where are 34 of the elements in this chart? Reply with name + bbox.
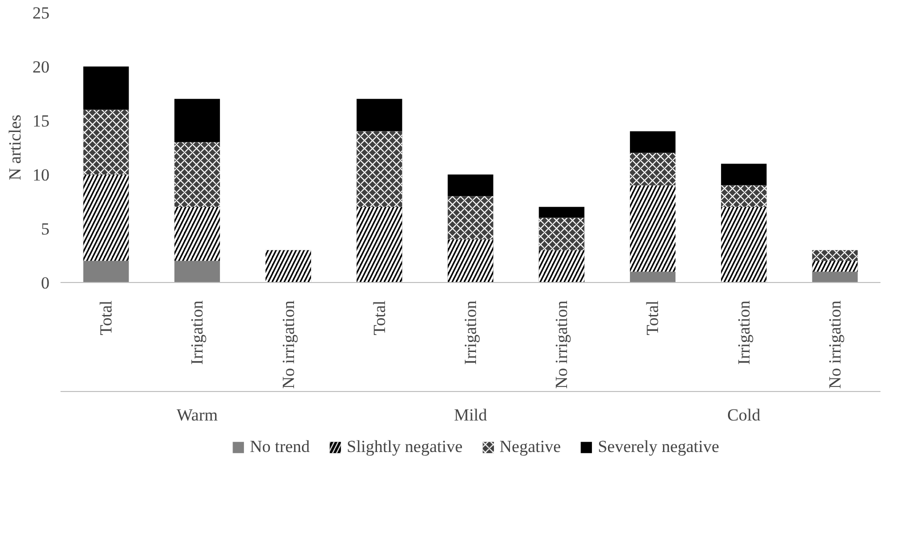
text: Warm bbox=[176, 406, 218, 424]
bar bbox=[356, 98, 402, 132]
y-tick-label: 10 bbox=[32, 166, 50, 184]
x-tick-label: Total bbox=[96, 300, 116, 336]
bar bbox=[721, 164, 767, 186]
bar bbox=[630, 131, 676, 153]
bar bbox=[174, 260, 220, 282]
bar bbox=[174, 98, 220, 142]
bar bbox=[83, 260, 129, 282]
x-tick-label: Irrigation bbox=[188, 300, 207, 365]
x-tick-label: No irrigation bbox=[552, 300, 572, 389]
legend-label: Severely negative bbox=[598, 437, 720, 457]
x-tick-label: Total bbox=[370, 300, 389, 336]
legend-label: Negative bbox=[499, 437, 561, 457]
x-tick-label: Irrigation bbox=[734, 300, 754, 365]
text: Mild bbox=[454, 406, 488, 424]
y-tick-label: 5 bbox=[41, 220, 50, 238]
bar bbox=[83, 66, 129, 110]
y-axis-title: N articles bbox=[6, 114, 24, 180]
y-tick-label: 25 bbox=[32, 4, 50, 22]
x-tick-label: Total bbox=[643, 300, 662, 336]
legend-label: Slightly negative bbox=[346, 437, 462, 457]
x-tick-label: No irrigation bbox=[825, 300, 844, 389]
text: Cold bbox=[727, 406, 761, 424]
x-tick-label: No irrigation bbox=[278, 300, 298, 389]
y-tick-label: 0 bbox=[41, 274, 50, 292]
bar bbox=[538, 206, 584, 218]
y-tick-label: 20 bbox=[32, 58, 50, 76]
x-tick-label: Irrigation bbox=[461, 300, 480, 365]
bar bbox=[448, 174, 494, 196]
bar bbox=[812, 272, 858, 282]
legend-label: No trend bbox=[250, 437, 310, 457]
bar bbox=[630, 272, 676, 282]
y-tick-label: 15 bbox=[32, 112, 50, 130]
